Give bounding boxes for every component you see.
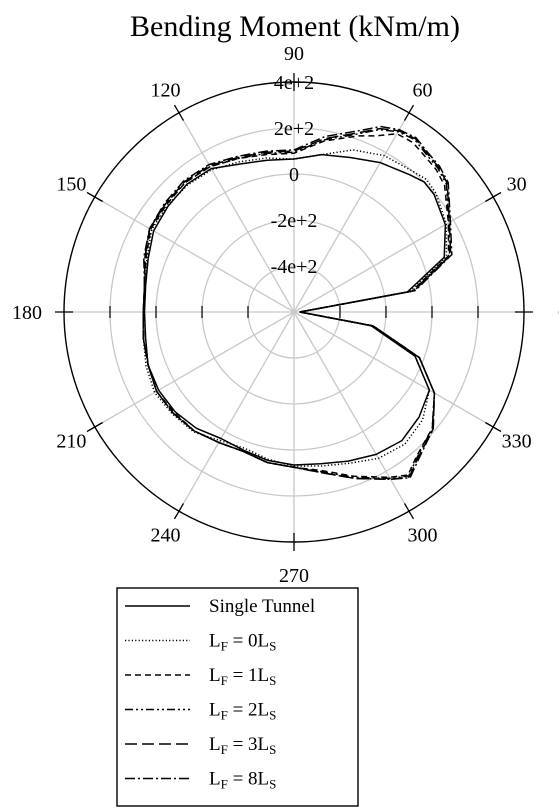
legend-label: LF = 3LS	[209, 734, 276, 757]
grid-spoke	[94, 311, 295, 428]
grid-spoke	[293, 311, 410, 512]
angle-tick-mark	[485, 421, 502, 433]
legend-box	[116, 587, 359, 807]
series-line	[143, 153, 447, 466]
grid-spoke	[293, 112, 410, 313]
series-line	[142, 125, 453, 481]
legend-label: LF = 2LS	[209, 700, 276, 723]
angle-tick-label: 210	[56, 431, 86, 453]
series-group	[142, 125, 453, 481]
legend-label: Single Tunnel	[209, 596, 315, 617]
radial-axis-labels: -4e+2 -2e+2 0 2e+2 4e+2	[271, 72, 318, 278]
legend-label: LF = 0LS	[209, 631, 276, 654]
chart-title: Bending Moment (kNm/m)	[130, 10, 460, 43]
angle-tick-label: 60	[413, 79, 433, 101]
radial-tick-label: 0	[289, 164, 299, 186]
legend-label: LF = 8LS	[209, 769, 276, 792]
angle-tick-mark	[403, 104, 415, 121]
angle-tick-mark	[173, 104, 185, 121]
radial-tick-label: -4e+2	[271, 256, 318, 278]
angle-tick-label: 30	[507, 174, 527, 196]
angle-tick-label: 300	[408, 525, 438, 547]
legend: Single Tunnel LF = 0LS LF = 1LS LF = 2LS LF …	[116, 587, 359, 807]
grid-spoke	[178, 311, 295, 512]
radial-tick-label: 4e+2	[274, 72, 314, 94]
series-line	[142, 149, 448, 467]
radial-tick-label: 2e+2	[274, 118, 314, 140]
angle-axis-labels: 0 30 60 90 120 150 180 210 240 270 300 330	[12, 43, 559, 587]
angle-tick-mark	[86, 421, 103, 433]
angle-tick-mark	[86, 191, 103, 203]
angle-tick-label: 120	[151, 79, 181, 101]
polar-grid	[55, 73, 533, 551]
grid-spoke	[94, 196, 295, 313]
angle-tick-label: 330	[502, 431, 532, 453]
angle-tick-label: 180	[12, 302, 42, 324]
angle-tick-mark	[403, 503, 415, 520]
grid-spoke	[293, 311, 494, 428]
angle-tick-mark	[173, 503, 185, 520]
angle-tick-label: 150	[56, 174, 86, 196]
legend-label: LF = 1LS	[209, 665, 276, 688]
radial-tick-label: -2e+2	[271, 210, 318, 232]
angle-tick-label: 90	[284, 43, 304, 65]
angle-tick-label: 270	[279, 565, 309, 587]
angle-tick-label: 240	[151, 525, 181, 547]
angle-tick-mark	[485, 191, 502, 203]
grid-spoke	[178, 112, 295, 313]
grid-spoke	[293, 196, 494, 313]
